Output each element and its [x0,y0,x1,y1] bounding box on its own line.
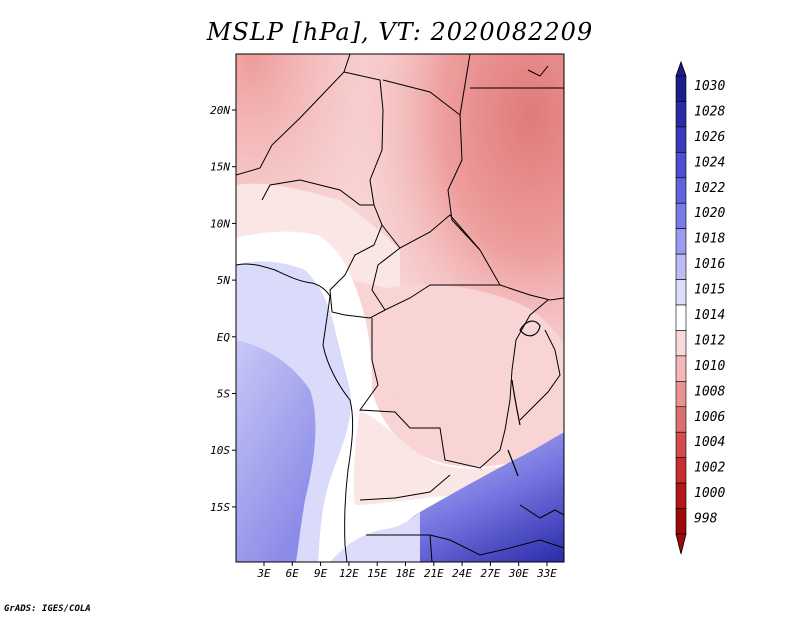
colorbar: 1030 1028 1026 1024 1022 1020 1018 1016 1015 1014… [675,60,725,555]
colorbar-label: 1008 [694,384,725,399]
colorbar-swatch [675,482,687,509]
lon-tick-label: 12E [339,567,359,580]
lat-tick-label: 15N [210,161,230,174]
colorbar-label: 1016 [694,257,725,272]
colorbar-swatch [675,228,687,255]
colorbar-label: 1014 [694,308,725,323]
colorbar-swatch [675,355,687,382]
lat-tick-label: EQ [217,331,231,344]
colorbar-top-arrow [675,60,687,77]
colorbar-label: 1018 [694,232,725,247]
pressure-field [236,54,564,562]
colorbar-label: 1015 [694,283,725,298]
lon-tick-label: 30E [508,567,529,580]
lon-tick-label: 18E [396,567,416,580]
lon-tick-label: 9E [314,567,328,580]
colorbar-swatch [675,279,687,306]
grads-credit: GrADS: IGES/COLA [4,604,91,614]
colorbar-swatch [675,330,687,357]
lon-tick-label: 33E [536,567,557,580]
colorbar-label: 1030 [694,79,725,94]
colorbar-label: 1006 [694,410,725,425]
longitude-axis: 3E 6E 9E 12E 15E 18E 21E 24E 27E 30E 33E [256,562,557,580]
colorbar-label: 1026 [694,130,725,145]
colorbar-swatch [675,177,687,204]
lon-tick-label: 21E [424,567,444,580]
latitude-axis: 20N 15N 10N 5N EQ 5S 10S 15S [210,104,236,514]
colorbar-label: 1022 [694,181,725,196]
colorbar-swatch [675,126,687,153]
colorbar-swatch [675,431,687,458]
lon-tick-label: 15E [367,567,387,580]
colorbar-label: 1020 [694,206,725,221]
colorbar-label: 1024 [694,155,725,170]
colorbar-swatch [675,152,687,179]
colorbar-swatch [675,304,687,331]
lakes [507,320,541,477]
colorbar-swatch [675,253,687,280]
lat-tick-label: 20N [210,104,230,117]
colorbar-swatch [675,101,687,128]
lat-tick-label: 10N [210,217,230,230]
colorbar-label: 1004 [694,435,725,450]
colorbar-swatch [675,508,687,535]
lat-tick-label: 5N [217,274,231,287]
colorbar-bottom-arrow [675,533,687,555]
lon-tick-label: 6E [286,567,300,580]
colorbar-label: 1012 [694,333,725,348]
lon-tick-label: 24E [452,567,472,580]
colorbar-swatch [675,202,687,229]
lon-tick-label: 27E [480,567,500,580]
plot-frame [235,53,565,563]
colorbar-swatch [675,381,687,408]
colorbar-label: 1000 [694,486,725,501]
country-borders [236,54,564,562]
lat-tick-label: 10S [210,444,230,457]
lat-tick-label: 15S [210,501,230,514]
colorbar-label: 1010 [694,359,725,374]
lat-tick-label: 5S [217,388,231,401]
lon-tick-label: 3E [256,567,271,580]
colorbar-label: 1028 [694,104,725,119]
colorbar-swatch [675,406,687,433]
colorbar-label: 1002 [694,461,725,476]
colorbar-swatch [675,75,687,102]
map-title: MSLP [hPa], VT: 2020082209 [206,18,594,46]
colorbar-label: 998 [694,512,718,527]
colorbar-swatch [675,457,687,484]
